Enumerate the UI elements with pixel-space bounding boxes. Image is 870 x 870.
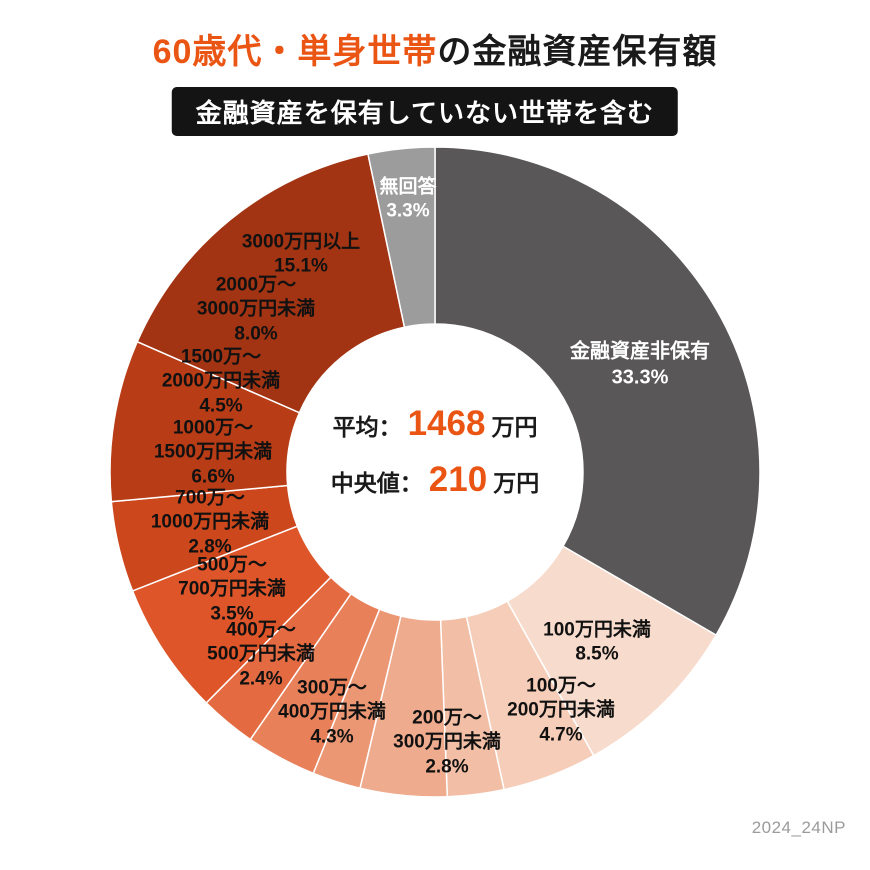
- median-unit: 万円: [493, 470, 540, 496]
- average-stat: 平均： 1468 万円: [331, 404, 539, 444]
- median-label: 中央値：: [330, 470, 423, 496]
- median-value: 210: [428, 460, 488, 499]
- credit-watermark: 2024_24NP: [751, 818, 846, 837]
- donut-slice: [434, 146, 761, 637]
- average-unit: 万円: [491, 414, 538, 440]
- donut-slice: [136, 153, 406, 414]
- donut-slice: [367, 146, 436, 329]
- median-stat: 中央値： 210 万円: [331, 460, 539, 500]
- center-stats: 平均： 1468 万円 中央値： 210 万円: [331, 404, 539, 516]
- page-title-highlight: 60歳代・単身世帯: [152, 33, 438, 71]
- page-title: 60歳代・単身世帯の金融資産保有額: [0, 24, 870, 73]
- average-label: 平均：: [332, 414, 402, 440]
- page-title-rest: の金融資産保有額: [437, 33, 718, 71]
- average-value: 1468: [407, 404, 486, 443]
- subtitle-badge: 金融資産を保有していない世帯を含む: [171, 87, 678, 136]
